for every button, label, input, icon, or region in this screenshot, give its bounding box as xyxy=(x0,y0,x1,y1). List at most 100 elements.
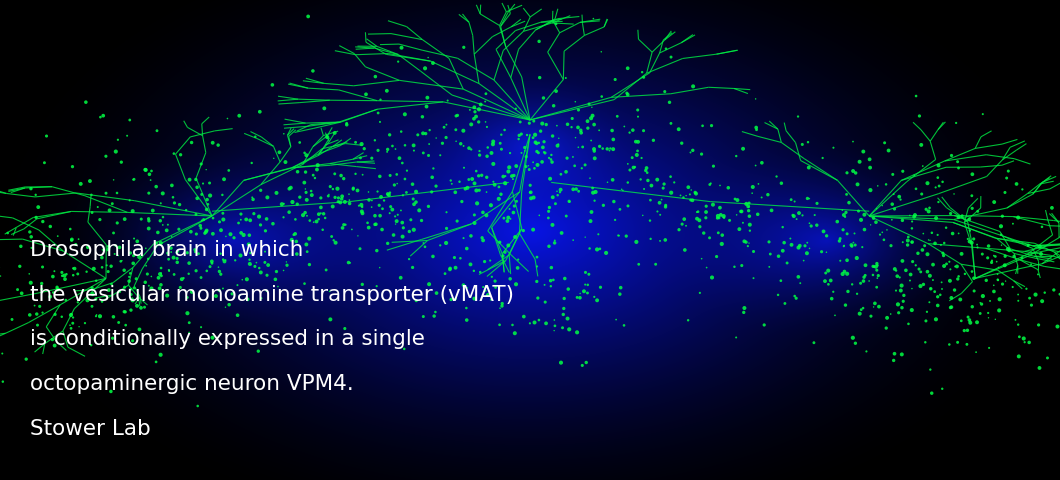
Point xyxy=(501,205,518,213)
Point xyxy=(193,225,210,232)
Point xyxy=(613,185,630,193)
Point xyxy=(882,310,899,318)
Point xyxy=(682,149,699,156)
Point xyxy=(1054,109,1060,117)
Point xyxy=(513,130,530,138)
Point xyxy=(360,188,377,196)
Point xyxy=(907,262,924,269)
Point xyxy=(82,177,99,185)
Point xyxy=(512,118,529,126)
Point xyxy=(100,246,117,253)
Point xyxy=(806,339,823,347)
Point xyxy=(456,164,473,171)
Point xyxy=(950,275,967,283)
Point xyxy=(138,244,155,252)
Point xyxy=(685,146,702,154)
Point xyxy=(214,285,231,292)
Point xyxy=(350,232,367,240)
Point xyxy=(80,243,96,251)
Point xyxy=(655,180,672,188)
Point xyxy=(29,321,46,329)
Point xyxy=(628,238,644,246)
Point xyxy=(110,252,127,259)
Point xyxy=(697,208,714,216)
Point xyxy=(789,215,806,223)
Point xyxy=(449,111,466,119)
Point xyxy=(69,270,86,278)
Point xyxy=(88,311,105,319)
Point xyxy=(496,126,513,134)
Point xyxy=(313,194,330,202)
Point xyxy=(522,189,538,196)
Point xyxy=(259,215,276,223)
Point xyxy=(321,288,338,295)
Point xyxy=(494,302,511,310)
Point xyxy=(284,198,301,206)
Point xyxy=(38,132,55,140)
Point xyxy=(481,257,498,264)
Point xyxy=(500,214,517,221)
Point xyxy=(268,189,285,197)
Point xyxy=(531,37,548,45)
Point xyxy=(832,235,849,242)
Point xyxy=(169,259,185,266)
Point xyxy=(64,236,81,243)
Point xyxy=(491,195,508,203)
Point xyxy=(296,149,313,156)
Point xyxy=(624,126,641,134)
Point xyxy=(530,139,547,147)
Point xyxy=(455,142,472,150)
Point xyxy=(78,268,95,276)
Point xyxy=(105,229,122,237)
Point xyxy=(567,134,584,142)
Point xyxy=(45,273,61,280)
Point xyxy=(442,177,459,184)
Point xyxy=(165,271,182,278)
Point xyxy=(193,216,210,224)
Point xyxy=(122,269,139,277)
Point xyxy=(745,274,762,282)
Point xyxy=(817,269,834,277)
Point xyxy=(582,217,599,225)
Point xyxy=(354,209,371,217)
Point xyxy=(1057,345,1060,353)
Point xyxy=(496,248,513,256)
Point xyxy=(979,254,996,262)
Point xyxy=(506,202,523,210)
Point xyxy=(835,211,852,219)
Point xyxy=(852,306,869,313)
Point xyxy=(531,74,548,82)
Point xyxy=(599,179,616,186)
Point xyxy=(529,294,546,302)
Point xyxy=(683,186,700,194)
Point xyxy=(649,176,666,183)
Point xyxy=(467,167,484,175)
Point xyxy=(155,190,172,197)
Point xyxy=(338,120,355,127)
Point xyxy=(529,263,546,270)
Point xyxy=(251,264,268,272)
Point xyxy=(163,181,180,189)
Point xyxy=(635,127,652,134)
Point xyxy=(462,261,479,268)
Point xyxy=(335,221,352,228)
Point xyxy=(396,142,413,149)
Point xyxy=(252,294,269,302)
Point xyxy=(174,276,191,283)
Point xyxy=(163,248,180,256)
Point xyxy=(974,110,991,118)
Point xyxy=(741,221,758,228)
Point xyxy=(619,202,636,210)
Point xyxy=(217,233,234,240)
Point xyxy=(559,315,576,323)
Point xyxy=(231,112,248,120)
Point xyxy=(919,251,936,258)
Point xyxy=(735,145,752,153)
Point xyxy=(41,223,58,230)
Point xyxy=(907,92,924,100)
Point xyxy=(657,203,674,211)
Point xyxy=(546,327,563,335)
Point xyxy=(818,232,835,240)
Point xyxy=(340,259,357,266)
Point xyxy=(124,294,141,302)
